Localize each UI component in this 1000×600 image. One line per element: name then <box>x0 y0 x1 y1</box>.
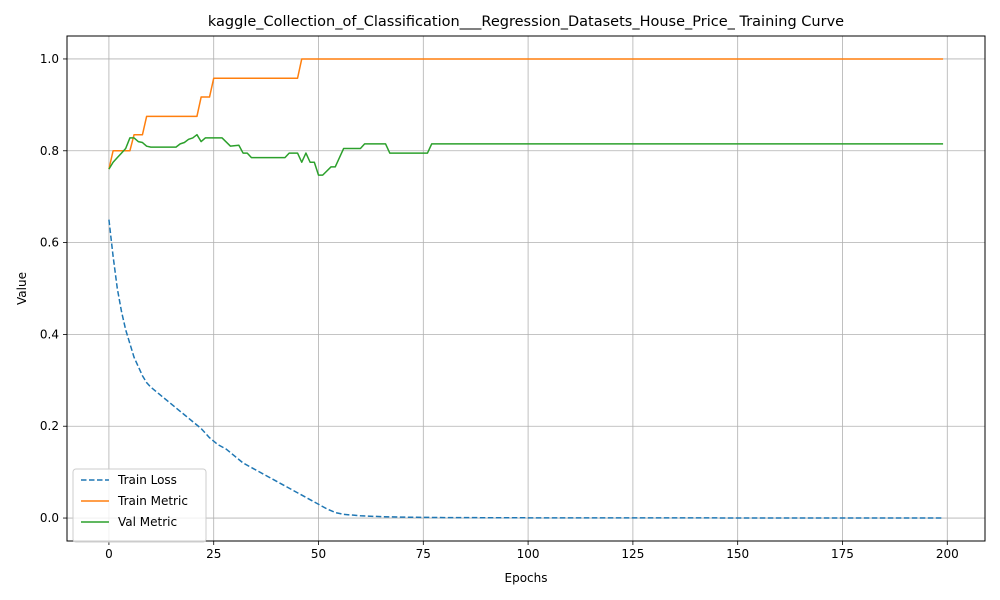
ticks: 0 25 50 75 100 125 150 175 200 0.0 0.2 0.4 0.6 0.8 1.0 <box>40 52 959 561</box>
y-axis-label: Value <box>15 272 29 305</box>
series-line-train-metric <box>108 58 944 170</box>
y-tick-label: 0.6 <box>40 236 59 250</box>
x-tick-label: 75 <box>416 547 431 561</box>
series-line-train-loss <box>108 219 944 519</box>
x-tick-label: 25 <box>206 547 221 561</box>
x-axis-label: Epochs <box>505 571 548 585</box>
y-tick-label: 0.8 <box>40 144 59 158</box>
x-tick-label: 0 <box>105 547 113 561</box>
x-tick-label: 150 <box>726 547 749 561</box>
x-tick-label: 200 <box>936 547 959 561</box>
series-layer <box>108 58 944 519</box>
y-tick-label: 0.0 <box>40 511 59 525</box>
legend-label-train-loss: Train Loss <box>117 473 177 487</box>
y-tick-label: 0.2 <box>40 419 59 433</box>
y-tick-label: 0.4 <box>40 327 59 341</box>
chart-title: kaggle_Collection_of_Classification___Re… <box>208 14 844 30</box>
y-tick-label: 1.0 <box>40 52 59 66</box>
plot-frame <box>66 35 986 542</box>
legend-box <box>72 468 207 543</box>
legend-label-val-metric: Val Metric <box>118 515 177 529</box>
legend: Train Loss Train Metric Val Metric <box>72 468 207 543</box>
x-tick-label: 125 <box>621 547 644 561</box>
x-tick-label: 175 <box>831 547 854 561</box>
x-tick-label: 100 <box>517 547 540 561</box>
legend-label-train-metric: Train Metric <box>117 494 188 508</box>
series-line-val-metric <box>108 133 944 176</box>
x-tick-label: 50 <box>311 547 326 561</box>
